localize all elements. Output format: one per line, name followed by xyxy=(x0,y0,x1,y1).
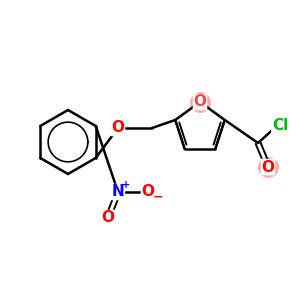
Text: N: N xyxy=(112,184,124,200)
Text: +: + xyxy=(122,180,130,190)
Text: O: O xyxy=(194,94,206,110)
Text: −: − xyxy=(153,190,163,203)
Text: Cl: Cl xyxy=(272,118,288,133)
Text: O: O xyxy=(262,160,275,175)
Text: O: O xyxy=(142,184,154,200)
Text: O: O xyxy=(112,121,124,136)
Text: O: O xyxy=(101,211,115,226)
